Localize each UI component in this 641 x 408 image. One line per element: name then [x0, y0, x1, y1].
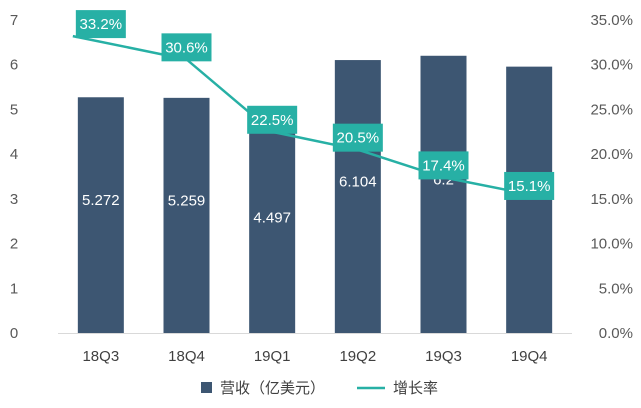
- y-right-tick-5.0%: 5.0%: [599, 280, 633, 297]
- y-left-tick-6: 6: [10, 57, 18, 74]
- rate-label-19Q1: 22.5%: [247, 105, 298, 134]
- x-tick-19Q4: 19Q4: [511, 348, 548, 365]
- rate-label-box-19Q2: [332, 123, 383, 152]
- rate-label-19Q2: 20.5%: [332, 123, 383, 152]
- y-left-tick-4: 4: [10, 146, 18, 163]
- y-right-tick-25.0%: 25.0%: [590, 101, 633, 118]
- x-axis: 18Q3 18Q4 19Q1 19Q2 19Q3 19Q4: [82, 348, 547, 365]
- bar-label-19Q1: 4.497: [253, 209, 291, 226]
- bar-label-19Q2: 6.104: [339, 174, 377, 191]
- rate-label-box-19Q3: [418, 151, 469, 180]
- x-tick-18Q4: 18Q4: [168, 348, 205, 365]
- x-tick-18Q3: 18Q3: [82, 348, 119, 365]
- rate-label-18Q4: 30.6%: [161, 33, 212, 62]
- y-left-axis: 0 1 2 3 4 5 6 7: [10, 12, 18, 342]
- y-right-tick-10.0%: 10.0%: [590, 236, 633, 253]
- rate-label-18Q3: 33.2%: [75, 10, 126, 39]
- y-right-tick-30.0%: 30.0%: [590, 57, 633, 74]
- bar-label-18Q4: 5.259: [168, 192, 206, 209]
- x-tick-19Q2: 19Q2: [339, 348, 376, 365]
- y-right-tick-20.0%: 20.0%: [590, 146, 633, 163]
- y-left-tick-2: 2: [10, 236, 18, 253]
- y-right-tick-15.0%: 15.0%: [590, 191, 633, 208]
- rate-label-box-18Q4: [161, 33, 212, 62]
- y-left-tick-3: 3: [10, 191, 18, 208]
- rate-line: [72, 34, 548, 200]
- y-right-tick-0.0%: 0.0%: [599, 325, 633, 342]
- bar-18Q4: [163, 97, 210, 334]
- rate-label-text-19Q4: 15.1%: [508, 178, 551, 195]
- legend-bar-swatch: [201, 382, 212, 393]
- y-left-tick-5: 5: [10, 101, 18, 118]
- legend-line-label: 增长率: [393, 380, 438, 397]
- rate-label-text-19Q3: 17.4%: [422, 157, 465, 174]
- rate-label-text-18Q4: 30.6%: [165, 39, 208, 56]
- rate-label-box-19Q4: [504, 171, 555, 200]
- rate-label-19Q3: 17.4%: [418, 151, 469, 180]
- y-left-tick-7: 7: [10, 12, 18, 29]
- x-tick-19Q1: 19Q1: [254, 348, 291, 365]
- y-left-tick-0: 0: [10, 325, 18, 342]
- bar-19Q1: [249, 131, 296, 333]
- y-right-axis: 0.0% 5.0% 10.0% 15.0% 20.0% 25.0% 30.0% 35.0%: [590, 12, 633, 342]
- y-right-tick-35.0%: 35.0%: [590, 12, 633, 29]
- bar-19Q2: [334, 60, 381, 334]
- rate-label-text-18Q3: 33.2%: [80, 16, 123, 33]
- rate-label-text-19Q1: 22.5%: [251, 112, 294, 129]
- rate-label-box-18Q3: [75, 10, 126, 39]
- x-tick-19Q3: 19Q3: [425, 348, 462, 365]
- rate-label-box-19Q1: [247, 105, 298, 134]
- rate-labels: 33.2% 30.6% 22.5% 20.5% 17.4% 15.1%: [75, 10, 555, 200]
- rate-label-text-19Q2: 20.5%: [337, 130, 380, 147]
- rate-label-19Q4: 15.1%: [504, 171, 555, 200]
- y-left-tick-1: 1: [10, 280, 18, 297]
- bar-18Q3: [77, 97, 124, 333]
- legend: 营收（亿美元） 增长率: [201, 380, 438, 397]
- legend-bar-label: 营收（亿美元）: [220, 380, 325, 397]
- bar-label-18Q3: 5.272: [82, 192, 120, 209]
- bar-19Q3: [420, 55, 467, 334]
